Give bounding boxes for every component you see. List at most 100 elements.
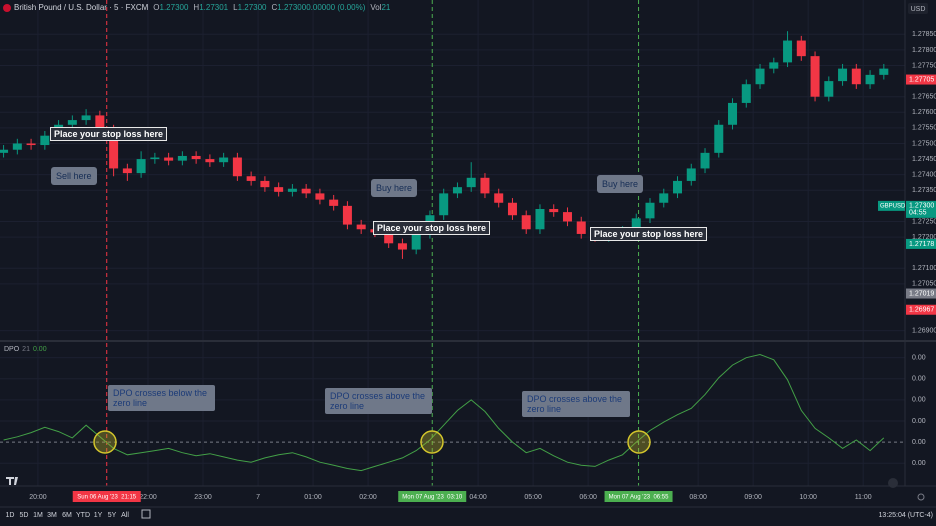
x-tick-label: 11:00	[855, 494, 872, 501]
sell-note: Sell here	[51, 167, 97, 185]
x-tick-label: 09:00	[744, 494, 762, 501]
candle-body	[824, 81, 834, 97]
y-tick-label: 0.00	[912, 397, 926, 404]
candle-body	[191, 155, 201, 160]
price-tag-label: 1.27705	[909, 76, 934, 83]
time-marker-box	[72, 491, 141, 502]
candle-body	[301, 188, 311, 194]
time-marker-label: Mon 07 Aug '23 06:55	[609, 495, 670, 501]
candle-body	[659, 193, 669, 203]
x-tick-label: 10:00	[799, 494, 817, 501]
candle-body	[287, 188, 297, 192]
candle-body	[384, 232, 394, 244]
indicator-value: 0.00	[33, 346, 47, 353]
candle-body	[879, 68, 889, 75]
price-tag-time: 04:55	[909, 210, 927, 217]
cross-marker	[93, 430, 117, 454]
candle-body	[177, 155, 187, 161]
symbol-tag	[878, 200, 905, 211]
candle-body	[95, 115, 105, 130]
settings-button[interactable]	[917, 493, 925, 501]
y-tick-label: 0.00	[912, 460, 926, 467]
candle-body	[714, 124, 724, 153]
logo	[6, 477, 18, 485]
range-button[interactable]: YTD	[76, 512, 90, 519]
time-marker-box	[604, 491, 673, 502]
y-tick-label: 0.00	[912, 355, 926, 362]
candle-body	[700, 152, 710, 169]
legend-key: L	[233, 3, 238, 12]
y-tick-label: 1.27600	[912, 109, 936, 116]
range-button[interactable]: 3M	[47, 512, 57, 519]
overlay-layer: 20:00 22:00 23:00 7 01:00 02:00 04:00 05:00 06:0…	[6, 31, 936, 519]
candle-body	[81, 115, 91, 121]
candle-body	[411, 233, 421, 250]
price-tag-label: 1.27300	[909, 203, 934, 210]
candle-body	[122, 168, 132, 174]
indicator-name: DPO	[4, 346, 20, 353]
indicator-legend: DPO 21 0.00	[4, 346, 47, 353]
dpo-note: DPO crosses below the zero line	[108, 385, 215, 411]
y-tick-label: 1.27450	[912, 156, 936, 163]
price-tag	[906, 200, 936, 218]
stop-loss-note: Place your stop loss here	[50, 127, 168, 141]
dpo-note: DPO crosses above the zero line	[325, 388, 432, 414]
grid-layer	[0, 0, 905, 486]
candle-body	[356, 224, 366, 230]
range-button[interactable]: 5D	[20, 512, 29, 519]
candle-body	[246, 176, 256, 181]
candle-body	[865, 74, 875, 85]
candle-body	[136, 159, 146, 174]
legend-value: 0.00000 (0.00%)	[306, 3, 365, 12]
calendar-icon[interactable]	[141, 509, 151, 519]
legend-key: Vol	[370, 3, 381, 12]
x-tick-label: 05:00	[524, 494, 542, 501]
candle-body	[576, 221, 586, 234]
candle-body	[150, 157, 160, 160]
symbol-name: British Pound / U.S. Dollar · 5 · FXCM	[14, 3, 149, 12]
y-tick-label: 1.27250	[912, 218, 936, 225]
price-tag-label: 1.27019	[909, 290, 934, 297]
candle-body	[645, 202, 655, 219]
candle-body	[67, 120, 77, 125]
y-tick-label: 1.27750	[912, 62, 936, 69]
x-tick-label: 01:00	[304, 494, 322, 501]
y-tick-label: 1.27050	[912, 281, 936, 288]
candle-body	[728, 102, 738, 125]
x-tick-label: 08:00	[689, 494, 707, 501]
range-button[interactable]: 5Y	[108, 512, 117, 519]
y-tick-label: 0.00	[912, 376, 926, 383]
candle-body	[315, 193, 325, 200]
y-tick-label: 1.27650	[912, 94, 936, 101]
x-tick-label: 04:00	[469, 494, 487, 501]
legend-key: C	[272, 3, 278, 12]
candle-body	[796, 40, 806, 57]
y-tick-label: 1.27500	[912, 140, 936, 147]
candle-body	[274, 187, 284, 192]
dpo-note: DPO crosses above the zero line	[522, 391, 630, 417]
candle-body	[439, 193, 449, 216]
candle-body	[452, 187, 462, 194]
buy-note: Buy here	[371, 179, 418, 197]
scroll-button[interactable]	[888, 478, 898, 488]
stop-loss-note: Place your stop loss here	[373, 221, 491, 235]
candle-body	[40, 135, 50, 146]
range-button[interactable]: 1M	[33, 512, 43, 519]
price-tag	[906, 74, 936, 85]
price-tag-label: 1.27178	[909, 241, 934, 248]
currency[interactable]: USD	[911, 6, 926, 13]
range-button[interactable]: 1D	[6, 512, 15, 519]
candle-body	[686, 168, 696, 181]
y-tick-label: 1.27800	[912, 47, 936, 54]
candle-body	[0, 149, 9, 153]
x-tick-label: 7	[256, 494, 260, 501]
price-tag-label: 1.26967	[909, 307, 934, 314]
currency-box	[908, 3, 928, 14]
y-tick-label: 1.27550	[912, 125, 936, 132]
range-button[interactable]: 1Y	[94, 512, 103, 519]
range-button[interactable]: 6M	[62, 512, 72, 519]
range-button[interactable]: All	[121, 512, 129, 519]
legend-value: 1.27300	[277, 3, 306, 12]
